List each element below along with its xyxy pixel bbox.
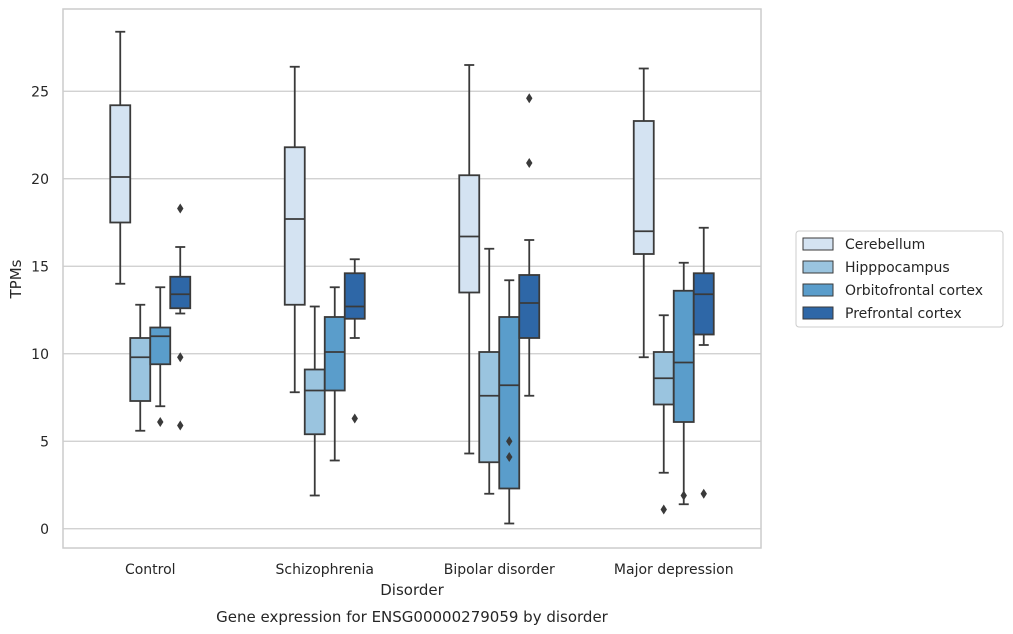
box-body <box>169 275 192 310</box>
x-axis-label: Disorder <box>380 581 444 599</box>
box-2-2 <box>498 279 521 525</box>
box-3-2 <box>518 93 541 397</box>
y-axis-ticks: 0 5 10 15 20 25 <box>31 84 49 538</box>
outlier-1 <box>506 452 513 462</box>
box-body <box>498 316 521 490</box>
box-3-0 <box>169 203 192 431</box>
legend: Cerebellum Hipppocampus Orbitofrontal cort… <box>795 230 1004 328</box>
box-body <box>323 316 346 392</box>
box-body <box>343 272 366 320</box>
box-body <box>692 272 715 336</box>
outlier-0 <box>177 203 184 214</box>
box-body <box>129 337 152 402</box>
legend-label-1: Hipppocampus <box>845 260 950 276</box>
box-2-0 <box>149 286 172 427</box>
y-tick-label-3: 15 <box>31 259 49 275</box>
box-3-1 <box>343 258 366 424</box>
outlier-2 <box>177 420 184 431</box>
x-tick-label-2: Bipolar disorder <box>444 562 555 578</box>
box-0-1 <box>283 65 306 394</box>
legend-label-3: Prefrontal cortex <box>845 306 962 322</box>
box-body <box>283 146 306 306</box>
y-tick-label-0: 0 <box>40 522 49 538</box>
y-tick-label-5: 25 <box>31 84 49 100</box>
box-2-3 <box>672 261 695 506</box>
box-0-0 <box>109 30 132 285</box>
chart-caption: Gene expression for ENSG00000279059 by d… <box>216 608 609 626</box>
outlier-0 <box>157 417 164 427</box>
legend-swatch-3 <box>802 306 834 320</box>
legend-label-2: Orbitofrontal cortex <box>845 283 983 299</box>
outlier-1 <box>177 352 184 363</box>
outlier-0 <box>680 490 687 501</box>
y-tick-label-2: 10 <box>31 347 49 363</box>
box-body <box>109 104 132 224</box>
x-tick-label-0: Control <box>125 562 176 578</box>
box-body <box>672 289 695 423</box>
box-body <box>149 326 172 366</box>
legend-swatch-0 <box>802 237 834 251</box>
box-1-1 <box>303 305 326 497</box>
y-axis-label: TPMs <box>7 259 25 299</box>
box-body <box>458 174 481 294</box>
outlier-1 <box>526 158 533 168</box>
legend-swatch-2 <box>802 283 834 297</box>
box-1-2 <box>478 247 501 495</box>
y-tick-label-1: 5 <box>40 434 49 450</box>
box-body <box>478 351 501 464</box>
outlier-0 <box>660 504 667 515</box>
outlier-0 <box>351 413 358 424</box>
box-0-2 <box>458 64 481 455</box>
outlier-0 <box>700 488 707 499</box>
x-axis-ticks: Control Schizophrenia Bipolar disorder Majo… <box>125 562 734 578</box>
legend-label-0: Cerebellum <box>845 237 925 253</box>
y-tick-label-4: 20 <box>31 172 49 188</box>
outlier-0 <box>526 93 533 104</box>
plot-frame <box>62 8 762 549</box>
box-body <box>303 368 326 436</box>
box-body <box>632 120 655 255</box>
outlier-0 <box>506 436 513 447</box>
x-tick-label-1: Schizophrenia <box>276 562 374 578</box>
box-0-3 <box>632 67 655 359</box>
box-3-3 <box>692 226 715 499</box>
box-plot-area <box>109 30 715 525</box>
box-1-3 <box>652 314 675 515</box>
box-2-1 <box>323 286 346 462</box>
x-tick-label-3: Major depression <box>614 562 734 578</box>
legend-swatch-1 <box>802 260 834 274</box>
box-body <box>518 274 541 339</box>
box-1-0 <box>129 303 152 432</box>
legend-frame <box>795 230 1004 328</box>
